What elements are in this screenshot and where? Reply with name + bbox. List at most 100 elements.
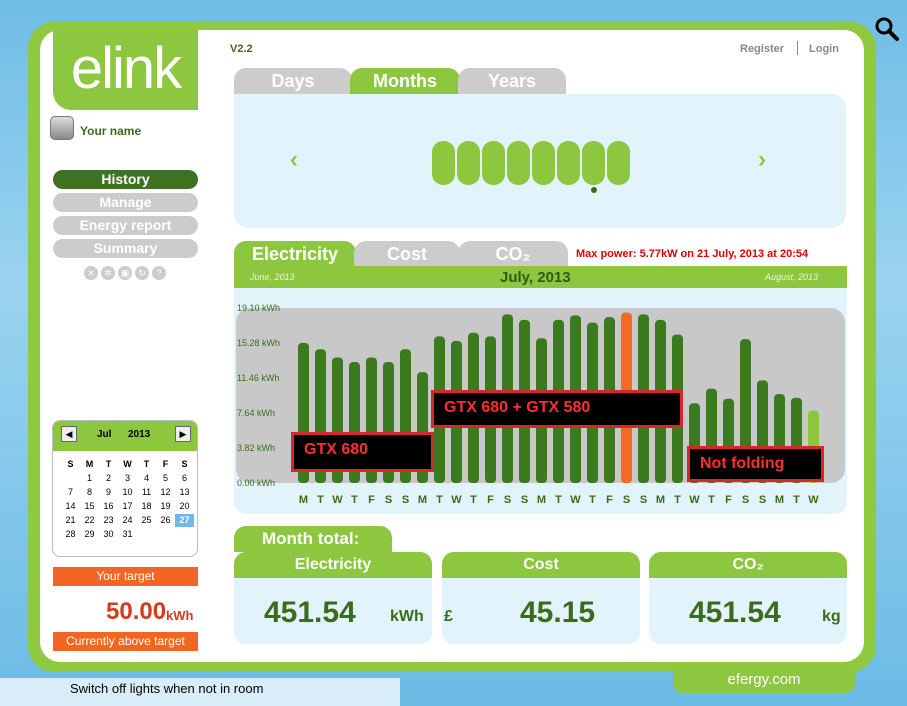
calendar-day[interactable]: 8 (86, 487, 92, 497)
x-tick-label: T (351, 494, 358, 506)
calendar-day[interactable]: 2 (105, 473, 111, 483)
calendar-day[interactable]: 16 (103, 501, 114, 511)
chevron-left-icon[interactable]: ‹ (290, 146, 298, 173)
co2-total-card: CO₂ 451.54 kg (649, 552, 847, 644)
x-tick-label: M (775, 494, 784, 506)
calendar-day-header: W (123, 459, 132, 469)
month-pill[interactable] (582, 141, 605, 185)
nav-history-button[interactable]: History (53, 170, 198, 189)
nav-summary-button[interactable]: Summary (53, 239, 198, 258)
month-pill[interactable] (557, 141, 580, 185)
refresh-icon[interactable]: ↻ (135, 266, 149, 280)
nav-manage-button[interactable]: Manage (53, 193, 198, 212)
x-tick-label: W (808, 494, 819, 506)
calendar-day[interactable]: 23 (103, 515, 114, 525)
month-pill[interactable] (507, 141, 530, 185)
y-tick-label: 3.82 kWh (237, 443, 275, 453)
calendar-day[interactable]: 10 (122, 487, 133, 497)
co2-total-label: CO₂ (649, 552, 847, 578)
x-tick-label: S (742, 494, 749, 506)
calendar-day[interactable]: 18 (141, 501, 152, 511)
calendar-day[interactable]: 9 (105, 487, 111, 497)
calendar-prev-button[interactable]: ◀ (61, 426, 77, 442)
co2-total-value: 451.54 (689, 596, 781, 629)
tab-co2[interactable]: CO₂ (458, 241, 568, 267)
calendar-day[interactable]: 3 (124, 473, 130, 483)
calendar-day[interactable]: 25 (141, 515, 152, 525)
username[interactable]: Your name (80, 124, 142, 138)
month-pill[interactable] (607, 141, 630, 185)
tab-cost[interactable]: Cost (354, 241, 460, 267)
efergy-footer-logo[interactable]: efergy.com (673, 667, 855, 693)
calendar-day[interactable]: 4 (143, 473, 149, 483)
calendar-day[interactable]: 5 (162, 473, 168, 483)
calendar-day[interactable]: 28 (65, 529, 76, 539)
month-pill[interactable] (457, 141, 480, 185)
calendar-day[interactable]: 15 (84, 501, 95, 511)
month-pill[interactable] (432, 141, 455, 185)
magnifier-icon[interactable] (874, 16, 900, 42)
month-total-header: Month total: (234, 526, 392, 552)
calendar-day[interactable]: 1 (86, 473, 92, 483)
x-tick-label: M (299, 494, 308, 506)
help-icon[interactable]: ? (152, 266, 166, 280)
calendar-day[interactable]: 7 (67, 487, 73, 497)
annotation-not-folding: Not folding (687, 446, 824, 482)
calendar-day[interactable]: 17 (122, 501, 133, 511)
target-unit: kWh (166, 608, 194, 623)
calendar-day[interactable]: 30 (103, 529, 114, 539)
calendar-day[interactable]: 24 (122, 515, 133, 525)
settings-icon[interactable]: ✲ (101, 266, 115, 280)
nav-energy-report-button[interactable]: Energy report (53, 216, 198, 235)
calendar-day[interactable]: 29 (84, 529, 95, 539)
close-icon[interactable]: ✕ (84, 266, 98, 280)
x-tick-label: T (793, 494, 800, 506)
calendar-day-header: F (162, 459, 169, 469)
calendar-day[interactable]: 14 (65, 501, 76, 511)
y-tick-label: 15.28 kWh (237, 338, 280, 348)
calendar-day-header: S (67, 459, 74, 469)
chevron-right-icon[interactable]: › (758, 146, 766, 173)
month-pill[interactable] (482, 141, 505, 185)
calendar-day-header: T (105, 459, 112, 469)
tab-years[interactable]: Years (458, 68, 566, 94)
register-link[interactable]: Register (740, 43, 785, 55)
x-tick-label: T (555, 494, 562, 506)
x-tick-label: M (656, 494, 665, 506)
calendar-day[interactable]: 31 (122, 529, 133, 539)
login-link[interactable]: Login (809, 43, 839, 55)
x-tick-label: W (451, 494, 462, 506)
tab-electricity[interactable]: Electricity (234, 241, 356, 267)
x-tick-label: F (606, 494, 613, 506)
calendar-day[interactable]: 22 (84, 515, 95, 525)
calendar-day[interactable]: 19 (160, 501, 171, 511)
calendar-day[interactable]: 21 (65, 515, 76, 525)
month-navigation-bar (234, 266, 847, 288)
previous-month-link[interactable]: June, 2013 (250, 272, 295, 282)
calendar-day[interactable]: 6 (181, 473, 187, 483)
calendar-day[interactable]: 20 (179, 501, 190, 511)
x-tick-label: T (436, 494, 443, 506)
tab-days[interactable]: Days (234, 68, 352, 94)
current-month-title: July, 2013 (500, 269, 571, 286)
next-month-link[interactable]: August, 2013 (765, 272, 819, 282)
avatar[interactable] (50, 116, 74, 140)
calendar-day[interactable]: 13 (179, 487, 190, 497)
calendar-day[interactable]: 12 (160, 487, 171, 497)
x-tick-label: F (725, 494, 732, 506)
elink-logo: elink (53, 30, 198, 110)
print-icon[interactable]: ▣ (118, 266, 132, 280)
calendar-month[interactable]: Jul (97, 429, 112, 440)
cost-total-label: Cost (442, 552, 640, 578)
calendar-day[interactable]: 26 (160, 515, 171, 525)
tab-months[interactable]: Months (350, 68, 460, 94)
y-tick-label: 11.46 kWh (237, 373, 279, 383)
target-status: Currently above target (53, 632, 198, 651)
month-pill[interactable] (532, 141, 555, 185)
calendar-next-button[interactable]: ▶ (175, 426, 191, 442)
calendar-year[interactable]: 2013 (128, 429, 151, 440)
calendar-day[interactable]: 27 (175, 514, 194, 527)
x-tick-label: F (368, 494, 375, 506)
calendar-day[interactable]: 11 (141, 487, 152, 497)
target-header: Your target (53, 567, 198, 586)
